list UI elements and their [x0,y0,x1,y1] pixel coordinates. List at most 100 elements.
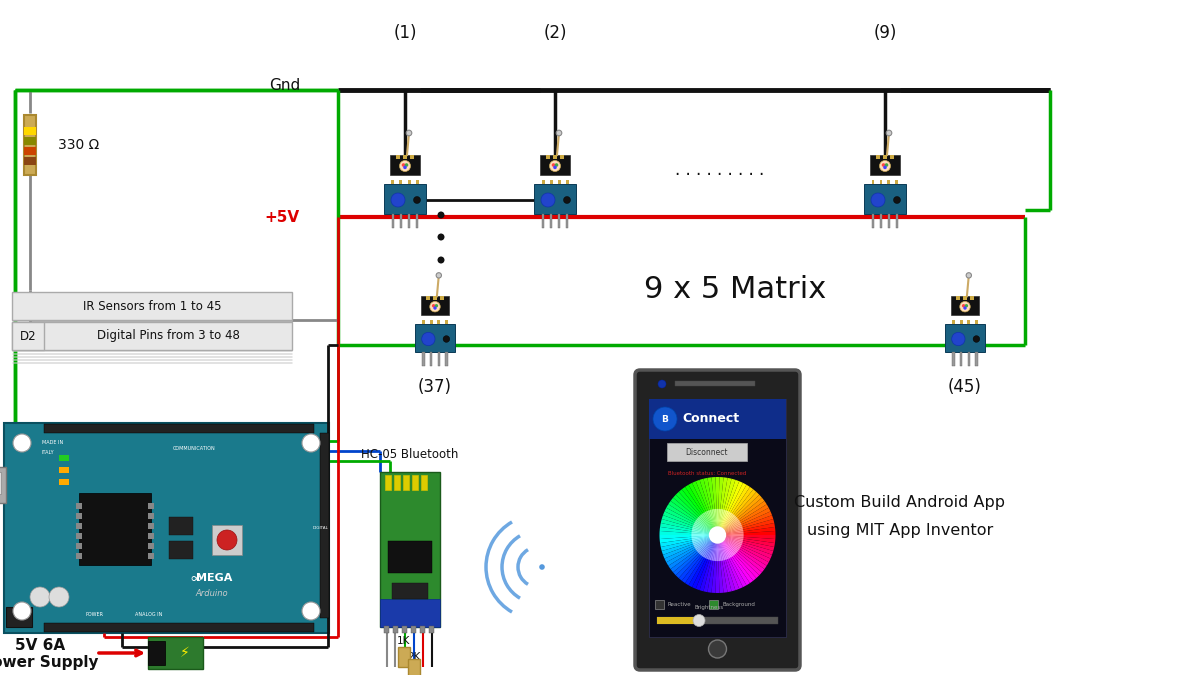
Bar [870,155,900,175]
Wedge shape [718,535,762,575]
Wedge shape [718,535,728,559]
Wedge shape [673,495,718,535]
Wedge shape [673,535,718,575]
Circle shape [564,196,570,203]
Bar [400,214,402,228]
Wedge shape [718,514,734,535]
Bar [421,296,449,315]
Text: 5V 6A: 5V 6A [14,639,65,653]
Bar [0,467,6,503]
Wedge shape [718,512,731,535]
Wedge shape [718,522,742,535]
Bar [410,626,416,633]
Circle shape [406,130,412,136]
Wedge shape [682,535,718,583]
Wedge shape [696,535,718,590]
Text: (2): (2) [544,24,566,42]
Wedge shape [718,527,775,535]
Wedge shape [718,517,738,535]
Bar [437,320,440,324]
Bar [415,324,455,352]
Bar [148,513,154,519]
Bar [394,475,400,490]
Bar [422,352,425,366]
Bar [880,180,882,184]
Bar [541,214,545,228]
Wedge shape [718,535,750,585]
Wedge shape [692,526,718,535]
Wedge shape [718,510,724,535]
Wedge shape [718,535,734,556]
Bar [956,296,960,300]
Wedge shape [666,535,718,566]
Circle shape [541,193,554,207]
Wedge shape [718,535,775,539]
Wedge shape [718,492,760,535]
Wedge shape [718,477,727,535]
Circle shape [553,165,557,169]
Wedge shape [716,535,719,561]
Circle shape [302,434,320,452]
Text: 330 Ω: 330 Ω [58,138,100,152]
Bar [391,180,395,184]
Bar [433,296,437,300]
Text: Disconnect: Disconnect [685,448,728,456]
Bar [550,180,552,184]
Wedge shape [718,535,740,549]
Wedge shape [692,528,718,535]
Circle shape [414,196,420,203]
Wedge shape [718,520,739,535]
Bar [398,647,410,667]
Bar [76,523,82,529]
Text: DIGITAL: DIGITAL [313,526,329,530]
Wedge shape [661,535,718,555]
Bar [658,617,698,624]
Text: MADE IN: MADE IN [42,441,64,446]
Text: using MIT App Inventor: using MIT App Inventor [806,522,994,537]
Text: (1): (1) [394,24,416,42]
Bar [534,184,576,214]
Text: +5V: +5V [265,209,300,225]
Bar [550,214,552,228]
Bar [76,503,82,509]
Bar [212,525,242,555]
Wedge shape [706,511,718,535]
Text: 1K: 1K [397,636,410,646]
Wedge shape [704,535,718,558]
Bar [6,607,32,627]
Bar [396,155,400,159]
Circle shape [882,163,886,167]
Wedge shape [718,535,733,557]
Wedge shape [692,481,718,535]
Bar [44,623,314,632]
Bar [408,180,410,184]
Text: Power Supply: Power Supply [0,655,98,670]
Circle shape [443,335,450,342]
Wedge shape [671,535,718,572]
Wedge shape [708,510,718,535]
Wedge shape [695,520,718,535]
Wedge shape [718,512,732,535]
Wedge shape [700,514,718,535]
Wedge shape [692,535,718,542]
Bar [390,155,420,175]
Wedge shape [718,485,750,535]
Wedge shape [718,535,770,562]
Wedge shape [718,516,737,535]
Bar [970,296,973,300]
Bar [649,399,786,637]
Wedge shape [718,535,775,547]
Wedge shape [718,530,743,535]
Wedge shape [709,535,718,560]
Bar [667,443,746,461]
Wedge shape [668,501,718,535]
Circle shape [709,526,726,543]
Bar [964,296,967,300]
Bar [880,214,882,228]
Bar [426,296,431,300]
Bar [24,115,36,175]
Bar [24,137,36,145]
Wedge shape [718,487,754,535]
Wedge shape [715,535,720,593]
Bar [410,155,414,159]
